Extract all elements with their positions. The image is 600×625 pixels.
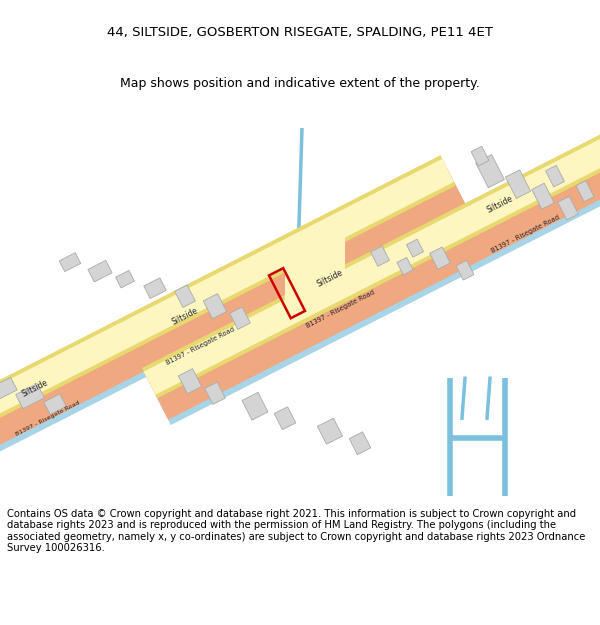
Text: Siltside: Siltside (485, 194, 515, 214)
Polygon shape (430, 247, 451, 269)
Polygon shape (397, 258, 413, 275)
Polygon shape (0, 378, 17, 399)
Polygon shape (471, 146, 489, 166)
Text: B1397 - Risegate Road: B1397 - Risegate Road (165, 326, 235, 366)
Polygon shape (142, 50, 600, 398)
Polygon shape (59, 253, 81, 272)
Polygon shape (557, 196, 578, 220)
Polygon shape (145, 58, 600, 425)
Polygon shape (16, 384, 44, 409)
Polygon shape (371, 246, 389, 266)
Polygon shape (274, 407, 296, 429)
Polygon shape (0, 155, 456, 503)
Polygon shape (242, 392, 268, 420)
Text: 44, SILTSIDE, GOSBERTON RISEGATE, SPALDING, PE11 4ET: 44, SILTSIDE, GOSBERTON RISEGATE, SPALDI… (107, 26, 493, 39)
Polygon shape (406, 239, 424, 257)
Polygon shape (0, 159, 454, 500)
Polygon shape (505, 170, 530, 199)
Polygon shape (175, 285, 196, 308)
Polygon shape (545, 166, 565, 187)
Text: B1397 - Risegate Road: B1397 - Risegate Road (15, 400, 81, 437)
Text: Siltside: Siltside (170, 306, 200, 327)
Polygon shape (456, 261, 474, 280)
Polygon shape (116, 271, 134, 288)
Polygon shape (88, 261, 112, 282)
Text: B1397 - Risegate Road: B1397 - Risegate Road (305, 289, 375, 329)
Polygon shape (203, 294, 227, 319)
Text: Map shows position and indicative extent of the property.: Map shows position and indicative extent… (120, 77, 480, 90)
Polygon shape (532, 183, 554, 209)
Text: B1397 - Risegate Road: B1397 - Risegate Road (490, 214, 560, 254)
Polygon shape (148, 62, 600, 420)
Polygon shape (0, 168, 467, 525)
Text: Siltside: Siltside (20, 378, 50, 399)
Polygon shape (349, 432, 371, 454)
Polygon shape (576, 181, 594, 202)
Polygon shape (144, 278, 166, 299)
Polygon shape (285, 233, 345, 304)
Polygon shape (143, 54, 600, 395)
Polygon shape (44, 394, 66, 414)
Text: Siltside: Siltside (316, 268, 344, 289)
Polygon shape (285, 236, 345, 301)
Polygon shape (230, 307, 250, 329)
Polygon shape (178, 369, 202, 394)
Polygon shape (317, 418, 343, 444)
Polygon shape (476, 154, 505, 188)
Polygon shape (0, 162, 470, 530)
Polygon shape (205, 382, 226, 404)
Text: Contains OS data © Crown copyright and database right 2021. This information is : Contains OS data © Crown copyright and d… (7, 509, 586, 553)
